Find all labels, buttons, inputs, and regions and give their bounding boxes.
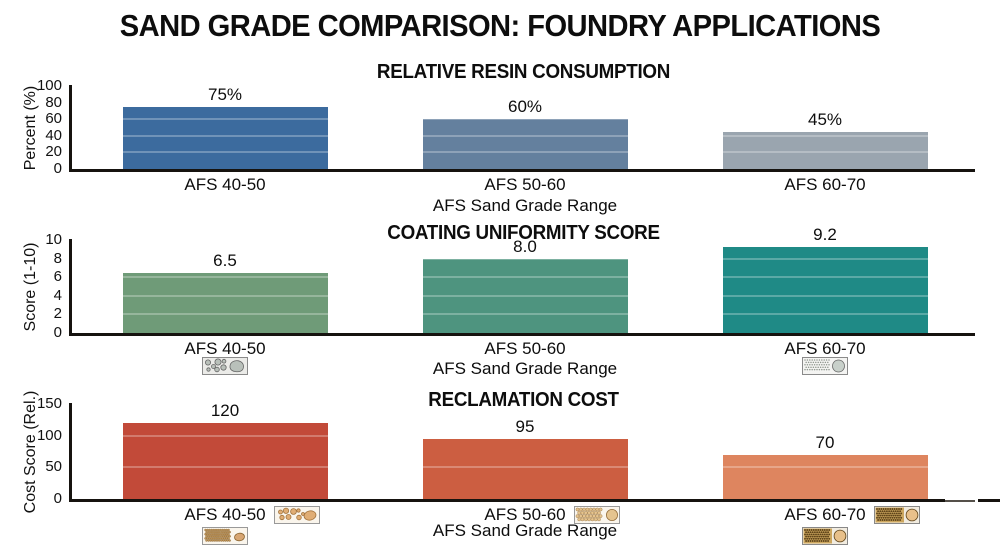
coarse-sand-cluster-icon [202,527,248,545]
x-axis-line-extension [945,499,975,502]
gridline [72,85,963,87]
y-tick-label: 100 [36,426,62,444]
y-tick-label: 40 [45,126,62,144]
bar-afs-60-70 [722,131,928,169]
x-axis-line [69,333,975,336]
gridline [72,134,963,137]
gridline [72,239,963,241]
bar-value-label: 45% [807,109,843,129]
bar-value-label: 6.5 [213,250,237,270]
chart-title: COATING UNIFORMITY SCORE [387,222,660,244]
category-label-afs-60-70: AFS 60-70 [784,175,866,194]
bar-afs-60-70 [722,454,928,499]
fine-grain-sample-icon [802,357,848,375]
bar-afs-40-50 [122,272,328,333]
gridline [72,313,963,316]
bar-afs-40-50 [122,423,328,499]
category-label-afs-40-50: AFS 40-50 [184,505,266,524]
y-tick-label: 2 [53,305,62,323]
gridline [72,294,963,297]
y-tick-label: 6 [53,268,62,286]
x-axis-label: AFS Sand Grade Range [432,521,618,540]
y-tick-label: 0 [53,490,62,507]
bar-value-label: 95 [515,416,535,436]
y-axis-line [69,239,72,336]
bar-value-label: 120 [210,401,240,420]
fine-sand-grains-icon [802,527,848,545]
y-tick-label: 8 [53,249,62,267]
category-label-afs-50-60: AFS 50-60 [484,505,566,524]
category-label-afs-40-50: AFS 40-50 [184,339,266,358]
category-label-afs-50-60: AFS 50-60 [484,175,566,194]
gridline [72,403,933,405]
bar-afs-50-60 [422,438,628,499]
category-label-afs-60-70: AFS 60-70 [784,339,866,358]
y-tick-label: 4 [53,286,62,304]
fine-sand-grains-icon [874,506,920,524]
medium-sand-grains-icon [574,506,620,524]
bar-afs-50-60 [422,119,628,169]
gridline [72,276,963,279]
chart-title: RECLAMATION COST [428,389,619,411]
y-tick-label: 20 [45,143,62,161]
bar-value-label: 9.2 [813,225,837,245]
x-axis-label: AFS Sand Grade Range [432,359,618,378]
bar-afs-50-60 [422,258,628,333]
gridline [72,434,933,437]
gridline [72,101,963,104]
y-tick-label: 100 [36,77,62,94]
category-label-afs-40-50: AFS 40-50 [184,175,266,194]
y-axis-line [69,403,72,502]
bar-value-label: 70 [815,432,835,452]
gridline [72,466,933,469]
gridline [72,151,963,154]
y-axis-line [69,85,72,172]
coarse-sand-pebbles-icon [274,506,320,524]
x-axis-line [69,169,975,172]
category-label-afs-60-70: AFS 60-70 [784,505,866,524]
bar-value-label: 60% [507,97,543,117]
y-tick-label: 50 [45,458,62,476]
chart-title: RELATIVE RESIN CONSUMPTION [376,61,671,83]
bar-value-label: 8.0 [513,236,537,256]
y-tick-label: 0 [53,160,62,177]
y-tick-label: 0 [53,324,62,341]
bar-afs-40-50 [122,106,328,169]
page-title: SAND GRADE COMPARISON: FOUNDRY APPLICATI… [119,8,881,43]
bar-afs-60-70 [722,247,928,333]
coarse-grain-sample-icon [202,357,248,375]
y-tick-label: 150 [36,395,62,412]
x-axis-label: AFS Sand Grade Range [432,196,618,215]
gridline [72,118,963,121]
x-axis-line-tip [978,499,1000,502]
bar-value-label: 75% [207,84,243,104]
category-label-afs-50-60: AFS 50-60 [484,339,566,358]
x-axis-line [69,499,945,502]
y-tick-label: 10 [45,231,62,248]
y-tick-label: 60 [45,110,62,128]
gridline [72,257,963,260]
y-tick-label: 80 [45,93,62,111]
